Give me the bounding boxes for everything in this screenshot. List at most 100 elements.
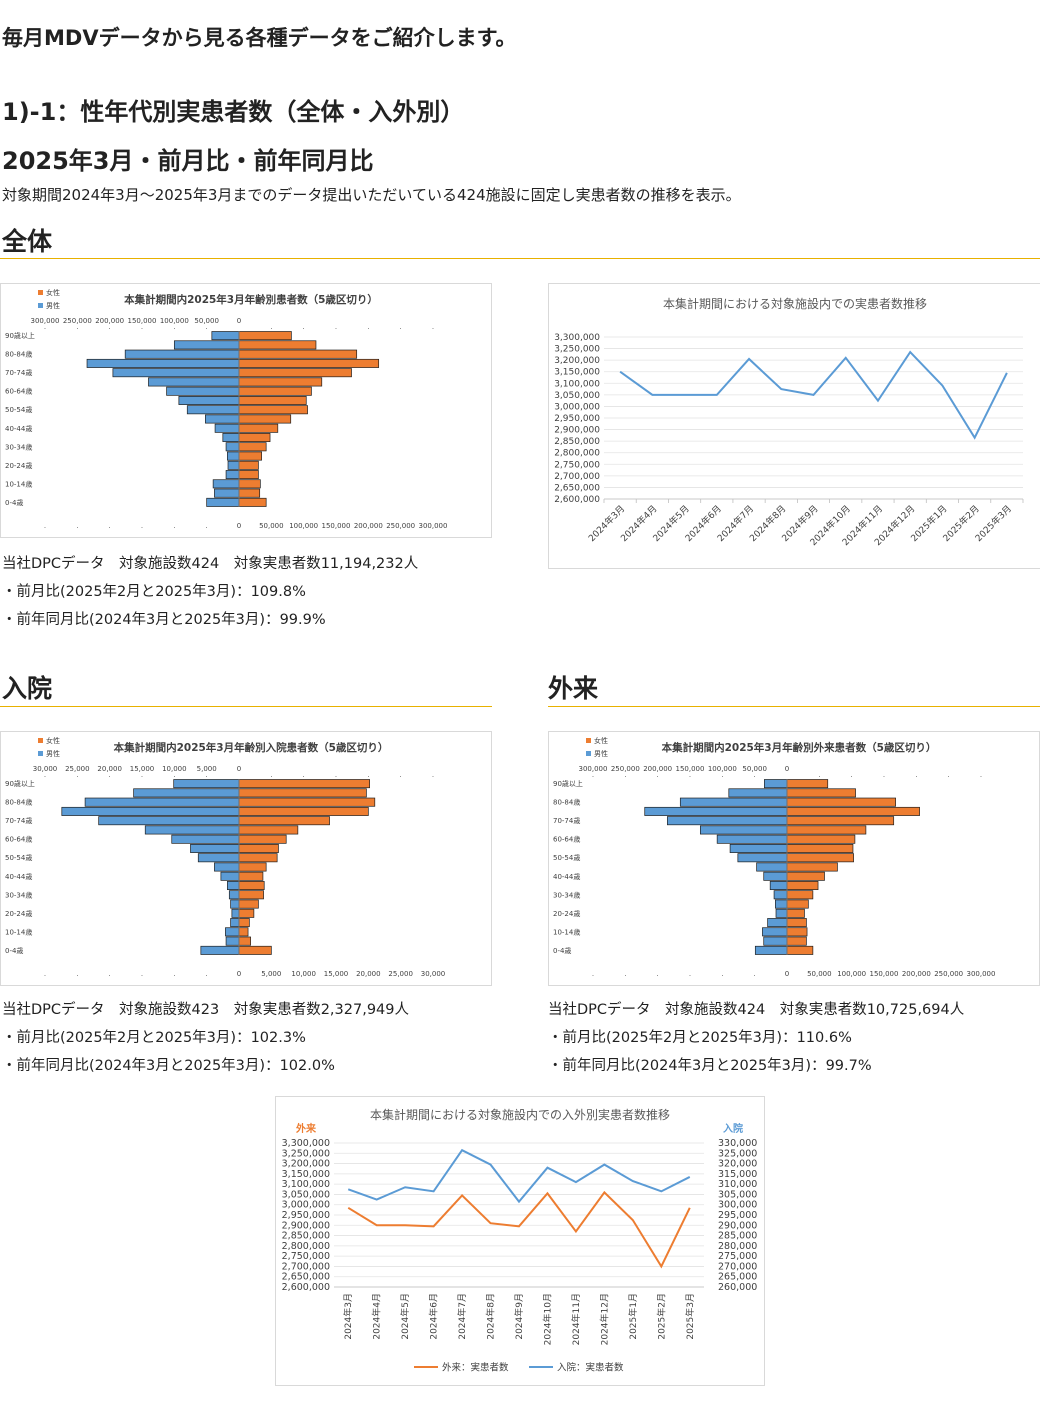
axis-tick-top: 150,000 xyxy=(676,765,705,773)
axis-tick-top-dot: . xyxy=(141,323,143,331)
bar-female xyxy=(238,936,251,946)
category-label: 50-54歳 xyxy=(5,405,32,414)
period-title: 2025年3月・前月比・前年同月比 xyxy=(2,147,374,175)
y-tick-label: 2,900,000 xyxy=(554,426,600,436)
axis-tick-bottom-dot: . xyxy=(141,970,143,978)
pyramid-inpatient-panel: 本集計期間内2025年3月年齢別入院患者数（5歳区切り） 女性 男性 30,000. 2… xyxy=(0,731,492,986)
axis-tick-top-dot: . xyxy=(44,771,46,779)
series-line xyxy=(619,350,1008,440)
bar-male xyxy=(762,927,788,937)
y-tick-label: 3,250,000 xyxy=(554,345,600,355)
legend-female-label: 女性 xyxy=(46,288,60,297)
x-tick-label: 2024年7月 xyxy=(456,1293,468,1340)
stat-line: ・前年同月比(2024年3月と2025年3月)：99.7% xyxy=(548,1058,872,1074)
axis-tick-top: 100,000 xyxy=(708,765,737,773)
bar-male xyxy=(228,890,240,900)
bar-female xyxy=(238,349,358,359)
axis-tick-top: 20,000 xyxy=(97,765,122,773)
axis-tick-top: 0 xyxy=(237,765,241,773)
category-label: 20-24歳 xyxy=(5,461,32,470)
axis-tick-top-dot: . xyxy=(657,771,659,779)
axis-tick-bottom: 0 xyxy=(237,970,241,978)
bar-female xyxy=(238,890,264,900)
axis-tick-top-dot: . xyxy=(206,771,208,779)
bar-female xyxy=(238,423,279,433)
bar-female xyxy=(786,871,825,881)
y-right-tick-label: 325,000 xyxy=(718,1148,757,1159)
legend-outpatient-label: 外来：実患者数 xyxy=(442,1362,509,1374)
y-right-tick-label: 290,000 xyxy=(718,1220,757,1231)
left-axis-label: 外来 xyxy=(295,1122,317,1135)
bar-male xyxy=(112,368,240,378)
bar-male xyxy=(197,853,240,863)
axis-tick-top-dot: . xyxy=(109,323,111,331)
axis-tick-top: 300,000 xyxy=(579,765,608,773)
axis-tick-bottom: 100,000 xyxy=(837,970,866,978)
bar-female xyxy=(786,853,854,863)
axis-tick-bottom: 100,000 xyxy=(289,522,318,530)
legend-male-label: 男性 xyxy=(46,301,60,310)
bar-male xyxy=(773,890,788,900)
category-label: 70-74歳 xyxy=(553,816,580,825)
legend-inpatient-label: 入院：実患者数 xyxy=(557,1362,624,1374)
axis-tick-top: 100,000 xyxy=(160,317,189,325)
axis-tick-top-dot: . xyxy=(270,323,272,331)
axis-tick-top-dot: . xyxy=(432,771,434,779)
bar-male xyxy=(166,386,240,396)
bar-male xyxy=(756,862,788,872)
y-right-tick-label: 305,000 xyxy=(718,1189,757,1200)
axis-tick-top-dot: . xyxy=(109,771,111,779)
bar-female xyxy=(238,806,369,816)
x-tick-label: 2024年8月 xyxy=(485,1293,497,1340)
bar-male xyxy=(227,881,240,891)
bar-female xyxy=(786,899,809,909)
y-right-tick-label: 320,000 xyxy=(718,1159,757,1170)
axis-tick-top-dot: . xyxy=(367,323,369,331)
y-right-tick-label: 275,000 xyxy=(718,1251,757,1262)
bar-male xyxy=(222,433,240,443)
axis-tick-top-dot: . xyxy=(400,323,402,331)
legend-female-swatch xyxy=(38,738,43,743)
axis-tick-top-dot: . xyxy=(303,771,305,779)
axis-tick-bottom-dot: . xyxy=(206,970,208,978)
bar-female xyxy=(238,470,259,480)
stat-line: ・前月比(2025年2月と2025年3月)：109.8% xyxy=(2,584,306,600)
axis-tick-bottom-dot: . xyxy=(657,970,659,978)
axis-tick-bottom-dot: . xyxy=(76,522,78,530)
rule-outpatient xyxy=(548,706,1040,707)
trend-split-panel: 本集計期間における対象施設内での入外別実患者数推移 外来 入院 2,600,000 26… xyxy=(275,1096,765,1386)
axis-tick-top: 50,000 xyxy=(742,765,767,773)
y-tick-label: 2,650,000 xyxy=(554,483,600,493)
axis-tick-top: 250,000 xyxy=(63,317,92,325)
description: 対象期間2024年3月～2025年3月までのデータ提出いただいている424施設に… xyxy=(2,186,741,204)
pyramid-total-panel: 本集計期間内2025年3月年齢別患者数（5歳区切り） 女性 男性 300,000. 25… xyxy=(0,283,492,538)
category-label: 70-74歳 xyxy=(5,816,32,825)
axis-tick-bottom: 150,000 xyxy=(870,970,899,978)
category-label: 60-64歳 xyxy=(5,835,32,844)
axis-tick-bottom-dot: . xyxy=(76,970,78,978)
bar-female xyxy=(786,788,856,798)
x-tick-label: 2024年3月 xyxy=(342,1293,354,1340)
y-right-tick-label: 295,000 xyxy=(718,1210,757,1221)
x-tick-label: 2024年9月 xyxy=(513,1293,525,1340)
axis-tick-top: 25,000 xyxy=(65,765,90,773)
bar-female xyxy=(238,927,249,937)
bar-female xyxy=(786,825,867,835)
bar-male xyxy=(178,395,240,405)
category-label: 30-34歳 xyxy=(553,890,580,899)
y-tick-label: 3,050,000 xyxy=(554,391,600,401)
bar-male xyxy=(227,451,240,461)
bar-female xyxy=(786,927,808,937)
axis-tick-bottom: 50,000 xyxy=(807,970,832,978)
y-left-tick-label: 3,000,000 xyxy=(282,1200,330,1211)
bar-male xyxy=(205,414,240,424)
y-tick-label: 2,750,000 xyxy=(554,460,600,470)
y-left-tick-label: 3,100,000 xyxy=(282,1179,330,1190)
category-label: 80-84歳 xyxy=(553,798,580,807)
bar-female xyxy=(238,834,287,844)
bar-female xyxy=(238,451,262,461)
pyramid-inpatient-chart: 本集計期間内2025年3月年齢別入院患者数（5歳区切り）女性男性30,000.2… xyxy=(5,736,445,978)
rule-total xyxy=(0,258,1040,259)
axis-tick-bottom-dot: . xyxy=(141,522,143,530)
